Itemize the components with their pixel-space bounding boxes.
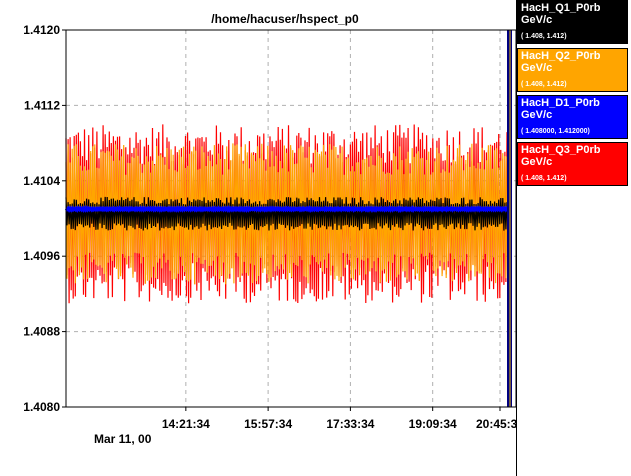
legend-divider: [516, 0, 517, 476]
x-tick-label: 14:21:34: [162, 417, 210, 431]
x-tick-label: 20:45:34: [476, 417, 517, 431]
legend-series-unit: GeV/c: [521, 14, 553, 26]
y-tick-label: 1.4104: [23, 174, 60, 188]
x-tick-label: 17:33:34: [326, 417, 374, 431]
y-tick-label: 1.4080: [23, 400, 60, 414]
legend-series-unit: GeV/c: [521, 109, 553, 121]
legend-series-name: HacH_Q1_P0rb: [521, 2, 601, 14]
plot-area: 1.4120 1.4112 1.4104 1.4096 1.4088 1.4080 14:2…: [23, 23, 517, 431]
legend-item-HacH_Q3_P0rb: HacH_Q3_P0rb GeV/c ( 1.408, 1.412): [517, 142, 628, 186]
legend-item-HacH_Q1_P0rb: HacH_Q1_P0rb GeV/c ( 1.408, 1.412): [517, 0, 628, 44]
legend-series-range: ( 1.408000, 1.412000): [521, 128, 590, 135]
legend-series-range: ( 1.408, 1.412): [521, 33, 567, 40]
legend-series-name: HacH_Q3_P0rb: [521, 144, 601, 156]
y-tick-label: 1.4112: [24, 98, 60, 112]
legend-series-name: HacH_Q2_P0rb: [521, 50, 601, 62]
legend-item-HacH_D1_P0rb: HacH_D1_P0rb GeV/c ( 1.408000, 1.412000): [517, 95, 628, 139]
x-tick-label: 15:57:34: [244, 417, 292, 431]
legend-series-range: ( 1.408, 1.412): [521, 175, 567, 182]
x-tick-label: 19:09:34: [409, 417, 457, 431]
legend-item-HacH_Q2_P0rb: HacH_Q2_P0rb GeV/c ( 1.408, 1.412): [517, 48, 628, 92]
legend-series-range: ( 1.408, 1.412): [521, 81, 567, 88]
chart-title: /home/hacuser/hspect_p0: [211, 12, 359, 26]
y-tick-label: 1.4088: [23, 325, 60, 339]
series-line-HacH_D1_P0rb: [64, 204, 510, 214]
legend-series-unit: GeV/c: [521, 62, 553, 74]
y-tick-label: 1.4096: [23, 249, 60, 263]
legend-series-name: HacH_D1_P0rb: [521, 97, 600, 109]
legend-series-unit: GeV/c: [521, 156, 553, 168]
x-axis-date-label: Mar 11, 00: [94, 432, 152, 446]
y-tick-label: 1.4120: [23, 23, 60, 37]
